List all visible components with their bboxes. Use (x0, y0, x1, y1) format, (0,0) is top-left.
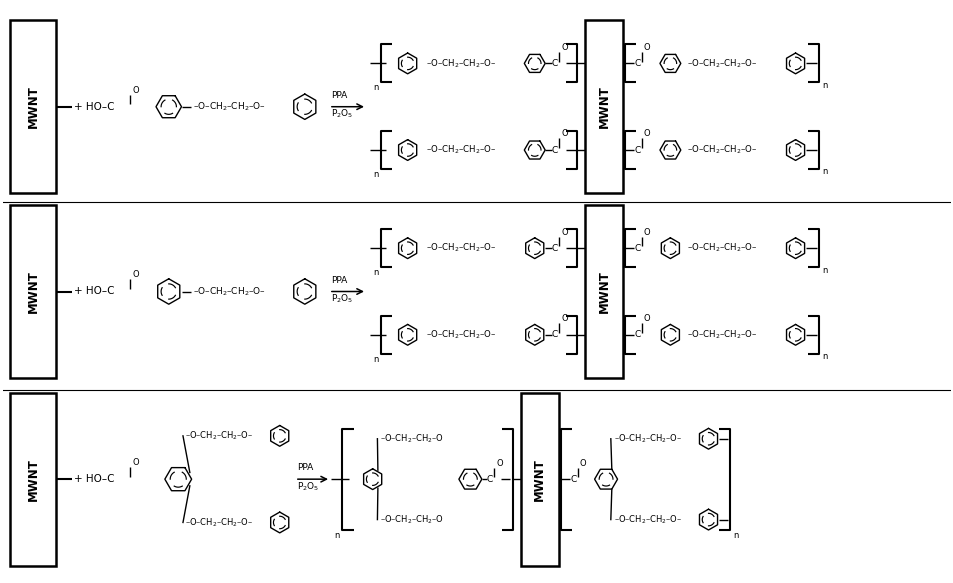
Text: C: C (570, 475, 576, 484)
Text: + HO–C: + HO–C (73, 101, 114, 112)
Text: –O–CH$_2$–CH$_2$–O–: –O–CH$_2$–CH$_2$–O– (686, 242, 756, 254)
Text: n: n (821, 81, 826, 90)
Text: –O–CH$_2$–CH$_2$–O–: –O–CH$_2$–CH$_2$–O– (686, 144, 756, 156)
Text: O: O (560, 314, 567, 323)
Text: –O–CH$_2$–CH$_2$–O–: –O–CH$_2$–CH$_2$–O– (686, 57, 756, 69)
Text: C: C (634, 331, 639, 339)
Text: O: O (132, 458, 139, 467)
Text: n: n (373, 83, 377, 92)
Text: P$_2$O$_5$: P$_2$O$_5$ (331, 108, 353, 120)
Text: C: C (551, 59, 558, 68)
Text: –O–CH$_2$–CH$_2$–O–: –O–CH$_2$–CH$_2$–O– (425, 57, 496, 69)
Text: O: O (643, 43, 650, 52)
Text: MWNT: MWNT (597, 85, 610, 128)
Text: C: C (551, 146, 558, 154)
Text: C: C (486, 475, 493, 484)
Bar (520, 392, 558, 566)
Text: O: O (560, 43, 567, 52)
Text: PPA: PPA (331, 91, 347, 100)
Text: –O–CH$_2$–CH$_2$–O: –O–CH$_2$–CH$_2$–O (380, 433, 444, 445)
Text: O: O (560, 227, 567, 237)
Text: –O–CH$_2$–CH$_2$–O–: –O–CH$_2$–CH$_2$–O– (185, 430, 253, 442)
Bar (584, 205, 622, 378)
Text: P$_2$O$_5$: P$_2$O$_5$ (296, 480, 319, 493)
Bar (10, 392, 56, 566)
Text: n: n (373, 354, 377, 364)
Text: MWNT: MWNT (27, 458, 40, 501)
Bar (584, 20, 622, 194)
Text: O: O (643, 129, 650, 139)
Text: C: C (634, 244, 639, 252)
Text: O: O (578, 459, 585, 468)
Text: MWNT: MWNT (27, 85, 40, 128)
Text: n: n (373, 268, 377, 277)
Text: O: O (132, 86, 139, 94)
Text: –O–CH$_2$–CH$_2$–O–: –O–CH$_2$–CH$_2$–O– (425, 242, 496, 254)
Text: MWNT: MWNT (533, 458, 546, 501)
Text: n: n (334, 531, 339, 540)
Text: C: C (634, 59, 639, 68)
Text: –O–CH$_2$–CH$_2$–O: –O–CH$_2$–CH$_2$–O (380, 514, 444, 526)
Bar (10, 205, 56, 378)
Text: O: O (560, 129, 567, 139)
Text: O: O (496, 459, 502, 468)
Text: + HO–C: + HO–C (73, 286, 114, 297)
Text: –O–CH$_2$–CH$_2$–O–: –O–CH$_2$–CH$_2$–O– (193, 285, 266, 298)
Text: C: C (551, 244, 558, 252)
Text: –O–CH$_2$–CH$_2$–O–: –O–CH$_2$–CH$_2$–O– (425, 144, 496, 156)
Text: –O–CH$_2$–CH$_2$–O–: –O–CH$_2$–CH$_2$–O– (425, 329, 496, 341)
Text: n: n (821, 266, 826, 275)
Text: O: O (643, 314, 650, 323)
Text: –O–CH$_2$–CH$_2$–O–: –O–CH$_2$–CH$_2$–O– (613, 514, 681, 526)
Text: O: O (132, 271, 139, 279)
Text: n: n (373, 170, 377, 179)
Text: –O–CH$_2$–CH$_2$–O–: –O–CH$_2$–CH$_2$–O– (686, 329, 756, 341)
Text: P$_2$O$_5$: P$_2$O$_5$ (331, 293, 353, 305)
Text: C: C (634, 146, 639, 154)
Text: MWNT: MWNT (597, 270, 610, 313)
Text: n: n (821, 167, 826, 177)
Text: MWNT: MWNT (27, 270, 40, 313)
Text: –O–CH$_2$–CH$_2$–O–: –O–CH$_2$–CH$_2$–O– (185, 516, 253, 529)
Text: PPA: PPA (296, 463, 313, 472)
Text: O: O (643, 227, 650, 237)
Bar (10, 20, 56, 194)
Text: n: n (733, 531, 738, 540)
Text: C: C (551, 331, 558, 339)
Text: + HO–C: + HO–C (73, 474, 114, 484)
Text: –O–CH$_2$–CH$_2$–O–: –O–CH$_2$–CH$_2$–O– (613, 433, 681, 445)
Text: –O–CH$_2$–CH$_2$–O–: –O–CH$_2$–CH$_2$–O– (193, 100, 266, 113)
Text: n: n (821, 352, 826, 361)
Text: PPA: PPA (331, 276, 347, 285)
